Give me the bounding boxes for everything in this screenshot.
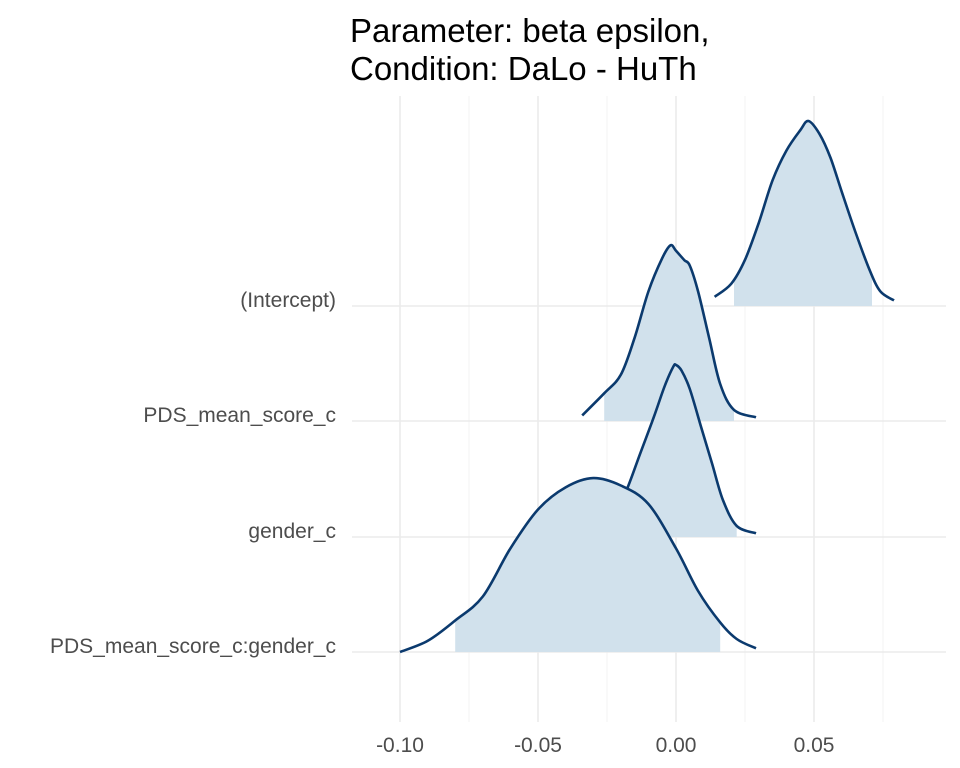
density-ridges [399,119,895,654]
x-tick-label-1: -0.05 [514,734,562,757]
ridge-density-line-1 [581,243,757,419]
x-tick-label-2: 0.00 [656,734,697,757]
ridge-interval-fill-3 [455,478,721,652]
y-tick-label-1: PDS_mean_score_c [143,404,336,427]
chart-title-line-1: Parameter: beta epsilon, [350,12,710,49]
ridge-density-line-0 [713,119,895,302]
chart-title-line-2: Condition: DaLo - HuTh [350,50,697,87]
ridge-interval-fill-0 [734,120,872,306]
x-tick-label-0: -0.10 [376,734,424,757]
ridge-interval-fill-1 [604,245,734,421]
x-tick-label-3: 0.05 [794,734,835,757]
ridge-density-line-2 [589,363,757,535]
y-tick-label-2: gender_c [248,520,336,543]
ridge-interval-fill-2 [612,364,737,537]
y-tick-label-0: (Intercept) [240,289,336,312]
y-tick-label-3: PDS_mean_score_c:gender_c [50,635,336,658]
axis-labels: (Intercept) PDS_mean_score_c gender_c PDS_m… [50,289,834,757]
ridge-density-line-3 [399,476,757,654]
